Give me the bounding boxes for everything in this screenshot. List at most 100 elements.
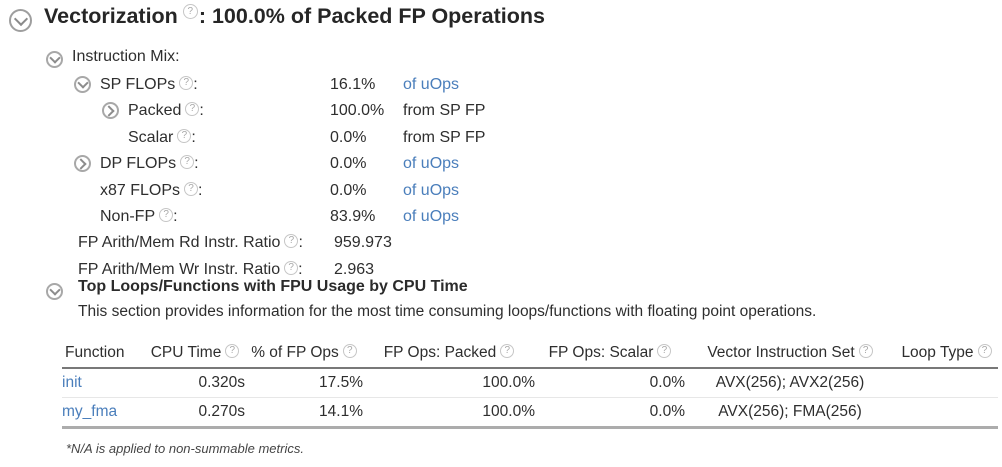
metric-unit-link[interactable]: of uOps [403,208,460,225]
metric-row-sp-flops: SP FLOPs?: 16.1% of uOps [0,72,1002,98]
colon-text: : [199,102,204,119]
column-header-pct-fp-ops: % of FP Ops? [245,341,363,369]
column-header-label: Loop Type [901,344,974,361]
pct-fp-ops-cell: 14.1% [245,397,363,429]
metric-unit: from SP FP [403,102,486,119]
metric-label: Packed?: [128,98,204,124]
column-header-label: Vector Instruction Set [707,344,855,361]
help-icon[interactable]: ? [657,344,672,358]
metric-value: 0.0% [330,155,367,172]
column-header-function: Function [62,341,145,369]
pct-fp-ops-cell: 17.5% [245,368,363,398]
column-header-label: % of FP Ops [251,344,339,361]
fp-ops-packed-cell: 100.0% [363,397,535,429]
metric-label-text: FP Arith/Mem Wr Instr. Ratio [78,261,281,278]
metric-value: 16.1% [330,76,376,93]
column-header-vector-isa: Vector Instruction Set? [685,341,895,369]
table-row: my_fma 0.270s 14.1% 100.0% 0.0% AVX(256)… [62,397,998,429]
title-prefix: Vectorization [44,4,178,28]
collapse-sp-flops-icon[interactable] [74,76,91,93]
metric-label-text: FP Arith/Mem Rd Instr. Ratio [78,234,281,251]
expand-packed-icon[interactable] [102,102,119,119]
vector-isa-cell: AVX(256); AVX2(256) [685,368,895,398]
metric-row-x87-flops: x87 FLOPs?: 0.0% of uOps [0,178,1002,204]
column-header-label: CPU Time [150,344,222,361]
collapse-instruction-mix-icon[interactable] [46,51,63,68]
top-loops-heading: Top Loops/Functions with FPU Usage by CP… [78,278,468,295]
metric-unit-link[interactable]: of uOps [403,182,460,199]
colon-text: : [298,261,303,278]
metric-label: SP FLOPs?: [100,72,198,98]
metric-unit-link[interactable]: of uOps [403,76,460,93]
function-cell: init [62,368,145,398]
metric-label-text: DP FLOPs [100,155,177,172]
chevron-down-icon [13,11,28,27]
metric-row-packed: Packed?: 100.0% from SP FP [0,98,1002,124]
fp-ops-packed-cell: 100.0% [363,368,535,398]
help-icon[interactable]: ? [858,344,873,358]
metric-label-text: Scalar [128,129,174,146]
metric-label: x87 FLOPs?: [100,178,202,204]
help-icon[interactable]: ? [185,102,200,116]
chevron-down-icon [48,52,61,64]
help-icon[interactable]: ? [342,344,357,358]
column-header-loop-type: Loop Type? [895,341,998,369]
chevron-down-icon [76,77,89,89]
metric-value: 83.9% [330,208,376,225]
metric-unit: from SP FP [403,129,486,146]
fpu-usage-table: Function CPU Time? % of FP Ops? FP Ops: … [62,341,998,429]
help-icon[interactable]: ? [182,4,198,19]
metric-label-text: Non-FP [100,208,156,225]
function-link[interactable]: init [62,374,82,391]
metric-label: Non-FP?: [100,204,178,230]
collapse-vectorization-icon[interactable] [9,9,32,32]
help-icon[interactable]: ? [500,344,515,358]
help-icon[interactable]: ? [177,129,192,143]
metric-value: 0.0% [330,182,367,199]
expand-dp-flops-icon[interactable] [74,155,91,172]
help-icon[interactable]: ? [184,182,199,196]
colon-text: : [193,76,198,93]
chevron-right-icon [103,104,115,117]
help-icon[interactable]: ? [225,344,240,358]
metric-unit-link[interactable]: of uOps [403,155,460,172]
page-title: Vectorization?: 100.0% of Packed FP Oper… [44,4,545,29]
function-link[interactable]: my_fma [62,403,118,420]
loop-type-cell [895,397,998,429]
loop-type-cell [895,368,998,398]
help-icon[interactable]: ? [284,234,299,248]
column-header-cpu-time: CPU Time? [145,341,245,369]
title-suffix: : 100.0% of Packed FP Operations [198,4,545,28]
colon-text: : [298,234,303,251]
metric-label-text: x87 FLOPs [100,182,181,199]
help-icon[interactable]: ? [159,208,174,222]
chevron-right-icon [75,157,87,170]
colon-text: : [173,208,178,225]
colon-text: : [175,48,180,65]
instruction-mix-text: Instruction Mix [72,48,176,65]
column-header-label: FP Ops: Scalar [548,344,654,361]
instruction-mix-label: Instruction Mix: [72,48,180,66]
fp-ops-scalar-cell: 0.0% [535,368,685,398]
help-icon[interactable]: ? [977,344,992,358]
metric-label: Scalar?: [128,125,196,151]
function-cell: my_fma [62,397,145,429]
collapse-top-loops-icon[interactable] [46,283,63,300]
metric-value: 100.0% [330,102,385,119]
table-row: init 0.320s 17.5% 100.0% 0.0% AVX(256); … [62,368,998,398]
cpu-time-cell: 0.320s [145,368,245,398]
help-icon[interactable]: ? [179,76,194,90]
colon-text: : [191,129,196,146]
top-loops-description: This section provides information for th… [78,303,817,320]
colon-text: : [194,155,199,172]
metric-row-wr-ratio: FP Arith/Mem Wr Instr. Ratio?: 2.963 [0,257,1002,283]
metric-label-text: SP FLOPs [100,76,176,93]
metric-label: FP Arith/Mem Wr Instr. Ratio?: [78,257,303,283]
help-icon[interactable]: ? [180,155,195,169]
metric-value: 0.0% [330,129,367,146]
help-icon[interactable]: ? [284,261,299,275]
fp-ops-scalar-cell: 0.0% [535,397,685,429]
metric-row-dp-flops: DP FLOPs?: 0.0% of uOps [0,151,1002,177]
vector-isa-cell: AVX(256); FMA(256) [685,397,895,429]
